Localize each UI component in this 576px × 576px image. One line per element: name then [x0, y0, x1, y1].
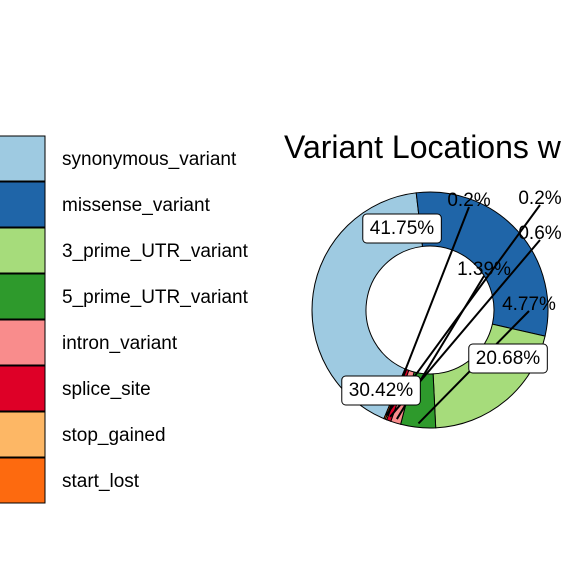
slice-3_prime_UTR_variant: [432, 323, 546, 429]
slice-label-box-synonymous_variant: [362, 213, 442, 244]
slice-label-box-missense_variant: [341, 375, 421, 406]
legend-swatch-intron_variant: [0, 319, 46, 366]
legend-label-3_prime_UTR_variant: 3_prime_UTR_variant: [62, 241, 249, 262]
slice-label-missense_variant: 30.42%: [349, 380, 414, 401]
slice-missense_variant: [415, 191, 549, 337]
legend-label-splice_site: splice_site: [62, 379, 151, 400]
slice-label-3_prime_UTR_variant: 20.68%: [476, 348, 541, 369]
legend-swatch-5_prime_UTR_variant: [0, 273, 46, 320]
legend-label-intron_variant: intron_variant: [62, 333, 178, 354]
legend: synonymous_variant missense_variant 3_prim…: [0, 135, 249, 504]
legend-swatch-synonymous_variant: [0, 135, 46, 182]
legend-label-5_prime_UTR_variant: 5_prime_UTR_variant: [62, 287, 249, 308]
slice-labels: 41.75% 30.42% 20.68% 4.77% 1.39% 0.6% 0.2% 0.2%: [341, 188, 562, 406]
chart-title: Variant Locations w: [284, 129, 562, 165]
legend-swatch-splice_site: [0, 365, 46, 412]
slice-label-intron_variant: 1.39%: [457, 259, 511, 280]
slice-label-5_prime_UTR_variant: 4.77%: [502, 294, 556, 315]
slice-synonymous_variant: [311, 192, 424, 420]
legend-swatch-missense_variant: [0, 181, 46, 228]
legend-swatch-3_prime_UTR_variant: [0, 227, 46, 274]
slice-label-box-3_prime_UTR_variant: [468, 343, 548, 374]
legend-swatch-start_lost: [0, 457, 46, 504]
slice-label-synonymous_variant: 41.75%: [370, 218, 435, 239]
legend-label-start_lost: start_lost: [62, 471, 140, 492]
legend-swatch-stop_gained: [0, 411, 46, 458]
legend-label-stop_gained: stop_gained: [62, 425, 166, 446]
slice-label-splice_site: 0.6%: [518, 223, 561, 244]
legend-label-synonymous_variant: synonymous_variant: [62, 149, 237, 170]
slice-label-stop_gained: 0.2%: [447, 190, 490, 211]
legend-label-missense_variant: missense_variant: [62, 195, 211, 216]
slice-label-start_lost: 0.2%: [518, 188, 561, 209]
